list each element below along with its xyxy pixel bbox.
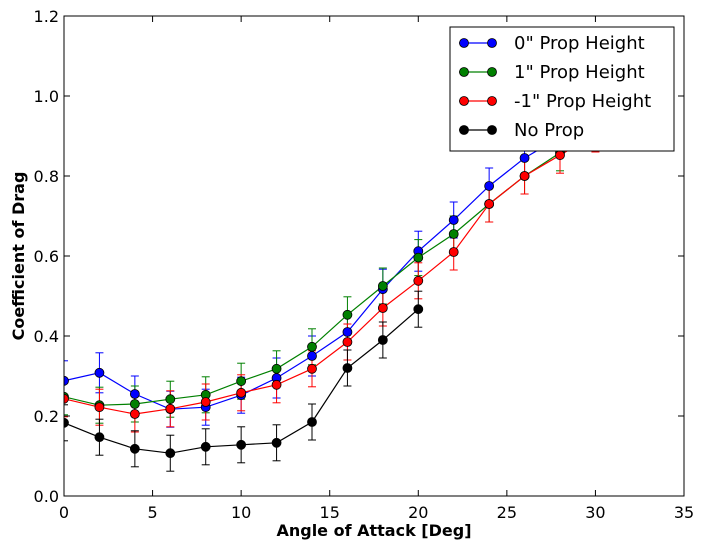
data-point	[200, 397, 211, 407]
line-layer	[64, 121, 596, 454]
legend-marker	[487, 67, 497, 77]
data-point	[271, 437, 282, 448]
data-point	[484, 199, 495, 209]
data-point	[413, 275, 424, 286]
legend-marker	[459, 125, 469, 135]
data-point	[555, 150, 565, 161]
data-point	[129, 443, 140, 454]
data-point	[236, 439, 247, 450]
x-tick-label: 20	[408, 503, 428, 522]
data-point	[448, 229, 459, 239]
data-point	[519, 153, 530, 163]
data-point	[271, 379, 282, 390]
x-tick-label: 30	[585, 503, 605, 522]
legend-label: 1" Prop Height	[514, 62, 645, 83]
y-tick-label: 0.2	[34, 407, 59, 426]
data-point	[307, 363, 317, 374]
y-tick-label: 1.0	[34, 87, 59, 106]
legend-label: -1" Prop Height	[514, 91, 651, 112]
data-point	[342, 309, 353, 320]
x-tick-label: 5	[147, 503, 157, 522]
x-tick-label: 0	[59, 503, 69, 522]
data-point	[484, 181, 495, 191]
data-point	[377, 281, 388, 291]
data-point	[236, 387, 247, 398]
x-tick-label: 25	[497, 503, 517, 522]
data-point	[94, 367, 105, 378]
data-point	[200, 441, 211, 452]
data-point	[448, 215, 459, 225]
legend: 0" Prop Height 1" Prop Height -1" Prop Hei…	[449, 26, 675, 152]
series-line	[64, 121, 596, 410]
legend-marker	[487, 125, 497, 135]
data-point	[377, 303, 388, 313]
y-tick-label: 1.2	[34, 7, 59, 26]
series-line	[64, 129, 596, 406]
y-tick-label: 0.0	[34, 487, 59, 506]
data-point	[165, 448, 176, 459]
data-point	[307, 417, 317, 427]
legend-marker	[487, 96, 497, 106]
data-point	[413, 304, 424, 315]
y-tick-label: 0.8	[34, 167, 59, 186]
data-point	[236, 376, 247, 387]
data-point	[64, 375, 69, 386]
data-point	[94, 432, 105, 443]
y-tick-label: 0.4	[34, 327, 59, 346]
data-point	[271, 363, 282, 374]
data-point	[64, 417, 69, 428]
legend-label: 0" Prop Height	[514, 33, 645, 54]
x-tick-label: 10	[231, 503, 251, 522]
series-line	[64, 133, 596, 415]
y-tick-label: 0.6	[34, 247, 59, 266]
data-point	[342, 337, 353, 347]
data-point	[94, 402, 105, 413]
x-tick-label: 35	[674, 503, 694, 522]
data-point	[342, 363, 353, 373]
data-point	[377, 335, 388, 345]
legend-label: No Prop	[514, 120, 584, 141]
tick-layer: 0 5 10 15 20 25 30 35 0.0 0.2 0.4 0.6 0.8 1.0 1.2	[34, 7, 695, 522]
data-point	[129, 409, 140, 419]
x-axis-label: Angle of Attack [Deg]	[276, 521, 471, 540]
legend-marker	[459, 96, 469, 106]
legend-marker	[487, 38, 497, 48]
data-point	[342, 327, 353, 337]
y-axis-label: Coefficient of Drag	[9, 172, 28, 341]
errorbar-layer	[64, 103, 600, 472]
data-point	[307, 351, 317, 361]
data-point	[519, 171, 530, 181]
data-point	[448, 247, 459, 257]
data-point	[165, 403, 176, 414]
data-point	[413, 252, 424, 263]
data-point	[64, 393, 69, 404]
data-point	[307, 341, 317, 352]
x-tick-label: 15	[320, 503, 340, 522]
legend-marker	[459, 67, 469, 77]
legend-marker	[459, 38, 469, 48]
marker-layer	[64, 117, 601, 459]
data-point	[129, 399, 140, 409]
data-point	[165, 394, 176, 405]
data-point	[129, 389, 140, 399]
